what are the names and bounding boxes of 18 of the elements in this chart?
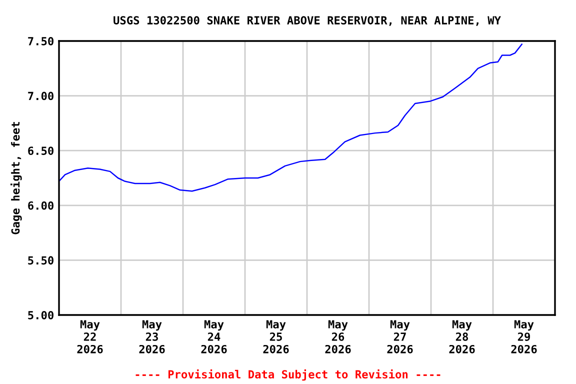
x-tick-label: May 26 2026 <box>325 320 351 354</box>
y-tick-label: 5.50 <box>28 256 54 265</box>
y-tick-label: 5.00 <box>28 310 54 320</box>
text: ---- Provisional Data Subject to Revision ---- <box>136 369 440 381</box>
y-tick-label: 7.00 <box>28 92 54 100</box>
x-tick-label: May 23 2026 <box>139 320 165 354</box>
x-tick-label: May 29 2026 <box>511 320 537 354</box>
y-tick-label: 6.00 <box>28 201 54 210</box>
y-axis-title: Gage height, feet <box>10 122 22 234</box>
x-tick-label: May 25 2026 <box>263 320 289 354</box>
line-series <box>59 44 522 192</box>
x-tick-label: May 24 2026 <box>201 320 227 354</box>
x-tick-label: May 22 2026 <box>77 320 103 354</box>
chart-title: USGS 13022500 SNAKE RIVER ABOVE RESERVOIR, NEAR ALPINE, WY <box>114 16 501 26</box>
x-tick-label: May 27 2026 <box>387 320 413 354</box>
y-tick-label: 6.50 <box>28 146 54 155</box>
x-tick-label: May 28 2026 <box>449 320 475 354</box>
y-tick-label: 7.50 <box>28 36 54 46</box>
